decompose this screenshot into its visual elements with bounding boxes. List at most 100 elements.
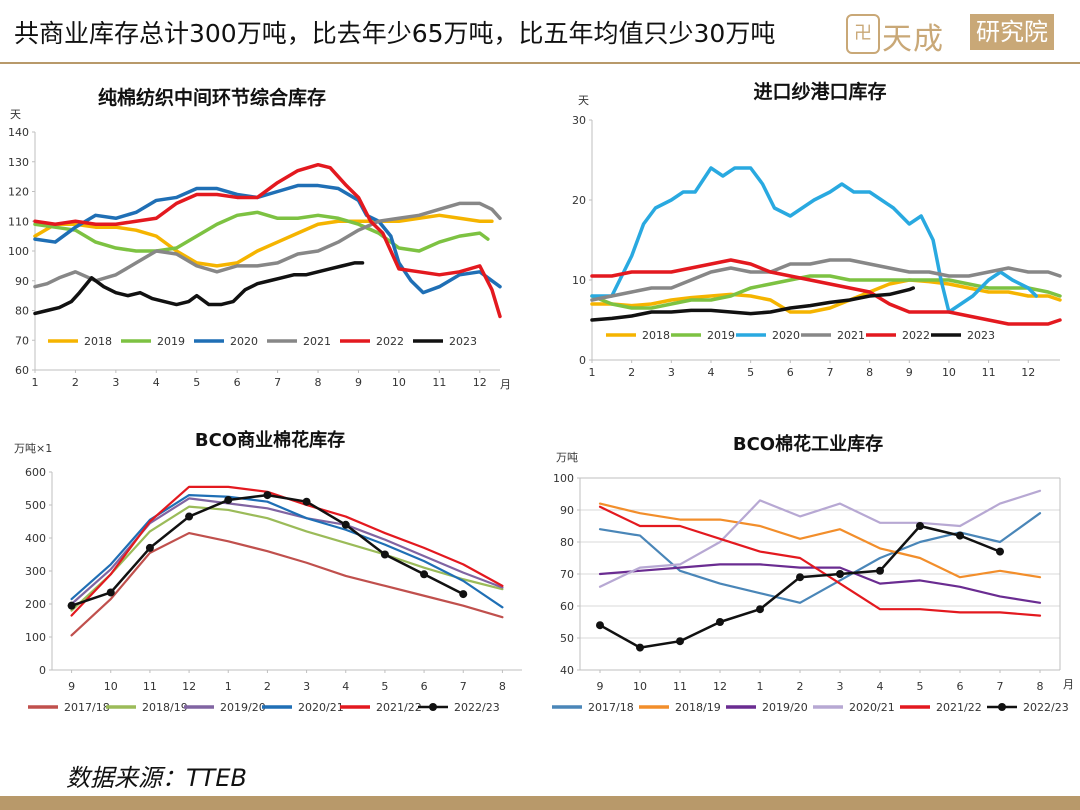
legend-label: 2017/18 xyxy=(588,701,634,714)
y-tick-label: 120 xyxy=(8,186,29,199)
y-tick-label: 90 xyxy=(560,504,574,517)
y-tick-label: 80 xyxy=(15,305,29,318)
data-point xyxy=(596,621,604,630)
y-axis-unit: 万吨 xyxy=(556,451,578,464)
series-line-2022 xyxy=(33,162,502,319)
x-tick-label: 12 xyxy=(182,680,196,693)
x-tick-label: 12 xyxy=(713,680,727,693)
legend-label: 2022 xyxy=(376,335,404,348)
data-point xyxy=(106,588,115,597)
y-tick-label: 200 xyxy=(25,598,46,611)
chart-title: BCO棉花工业库存 xyxy=(733,433,883,455)
x-tick-label: 7 xyxy=(826,366,833,379)
data-point xyxy=(836,570,844,578)
x-tick-label: 6 xyxy=(787,366,794,379)
legend-label: 2022 xyxy=(902,329,930,342)
series-line-2022/23 xyxy=(598,524,1002,649)
chart-panel-1: 纯棉纺织中间环节综合库存天 60 70 80 90 100 110 120 130 140 1 2 3 4… xyxy=(0,70,530,400)
x-tick-label: 10 xyxy=(942,366,956,379)
y-tick-label: 110 xyxy=(8,215,29,228)
x-tick-label: 5 xyxy=(381,680,388,693)
x-tick-label: 4 xyxy=(877,680,884,693)
y-tick-label: 70 xyxy=(15,334,29,347)
y-tick-label: 100 xyxy=(25,631,46,644)
y-tick-label: 100 xyxy=(8,245,29,258)
series-line-2021/22 xyxy=(598,505,1042,617)
logo-seal-icon: 卍 xyxy=(846,14,880,54)
series-line-2020/21 xyxy=(598,489,1042,588)
x-tick-label: 11 xyxy=(982,366,996,379)
series-line-2019/20 xyxy=(598,563,1042,604)
y-tick-label: 70 xyxy=(560,568,574,581)
x-tick-label: 6 xyxy=(957,680,964,693)
series-line-2017/18 xyxy=(70,531,504,637)
y-tick-label: 60 xyxy=(15,364,29,377)
data-point xyxy=(341,520,350,529)
chart-title: 进口纱港口库存 xyxy=(753,80,886,103)
x-tick-label: 8 xyxy=(866,366,873,379)
data-point xyxy=(380,550,389,559)
x-tick-label: 2 xyxy=(72,376,79,389)
chart-title: BCO商业棉花库存 xyxy=(195,429,345,451)
series-line-2020 xyxy=(33,183,502,295)
legend-label: 2020 xyxy=(230,335,258,348)
legend-label: 2020 xyxy=(772,329,800,342)
chart-panel-2: 进口纱港口库存天 0 10 20 30 1 2 3 4 5 6 7 8 9 10 11 12 2018 2019 20… xyxy=(540,70,1070,400)
chart-title: 纯棉纺织中间环节综合库存 xyxy=(98,86,326,109)
series-line-2018/19 xyxy=(70,505,504,612)
series-line-2019/20 xyxy=(70,497,504,606)
data-point xyxy=(145,543,154,552)
legend-label: 2022/23 xyxy=(454,701,500,714)
data-point xyxy=(459,590,468,599)
y-axis-unit: 天 xyxy=(578,94,589,107)
series-line-2020 xyxy=(590,166,1038,314)
legend-label: 2021 xyxy=(837,329,865,342)
data-point xyxy=(185,512,194,521)
data-point xyxy=(996,547,1004,556)
data-source: 数据来源：TTEB xyxy=(66,764,247,792)
legend-label: 2021/22 xyxy=(376,701,422,714)
y-tick-label: 80 xyxy=(560,536,574,549)
data-point xyxy=(716,618,724,626)
page-header: 共商业库存总计300万吨，比去年少65万吨，比五年均值只少30万吨 卍 天成 研… xyxy=(0,0,1080,64)
logo-text: 天成 xyxy=(882,22,944,57)
legend-label: 2021 xyxy=(303,335,331,348)
series-line-2018 xyxy=(33,213,494,268)
logo-box: 研究院 xyxy=(970,14,1054,50)
series-line-2021 xyxy=(590,258,1062,302)
series-line-2019 xyxy=(33,210,490,253)
y-tick-label: 600 xyxy=(25,466,46,479)
x-tick-label: 3 xyxy=(837,680,844,693)
x-tick-label: 2 xyxy=(797,680,804,693)
chart-panel-3: BCO商业棉花库存 万吨×1 0 100 200 300 400 500 600 9 10 11 12 1… xyxy=(0,420,540,730)
x-tick-label: 4 xyxy=(153,376,160,389)
legend-marker xyxy=(998,703,1006,711)
legend-label: 2023 xyxy=(449,335,477,348)
x-tick-label: 9 xyxy=(597,680,604,693)
x-tick-label: 3 xyxy=(668,366,675,379)
legend-label: 2023 xyxy=(967,329,995,342)
series-line-2019 xyxy=(590,274,1062,310)
y-tick-label: 10 xyxy=(572,274,586,287)
y-tick-label: 500 xyxy=(25,499,46,512)
data-point xyxy=(636,643,644,652)
x-tick-label: 5 xyxy=(193,376,200,389)
legend-label: 2018 xyxy=(642,329,670,342)
legend-label: 2020/21 xyxy=(298,701,344,714)
x-tick-label: 12 xyxy=(473,376,487,389)
x-axis-unit: 月 xyxy=(1063,678,1074,691)
y-tick-label: 100 xyxy=(553,472,574,485)
legend-label: 2017/18 xyxy=(64,701,110,714)
series-line-2023 xyxy=(590,286,916,322)
x-tick-label: 4 xyxy=(342,680,349,693)
page-title: 共商业库存总计300万吨，比去年少65万吨，比五年均值只少30万吨 xyxy=(14,19,776,48)
y-tick-label: 300 xyxy=(25,565,46,578)
x-tick-label: 1 xyxy=(757,680,764,693)
legend-label: 2019 xyxy=(157,335,185,348)
x-tick-label: 3 xyxy=(303,680,310,693)
x-tick-label: 10 xyxy=(392,376,406,389)
data-point xyxy=(420,570,429,579)
x-tick-label: 7 xyxy=(274,376,281,389)
legend-label: 2019/20 xyxy=(762,701,808,714)
